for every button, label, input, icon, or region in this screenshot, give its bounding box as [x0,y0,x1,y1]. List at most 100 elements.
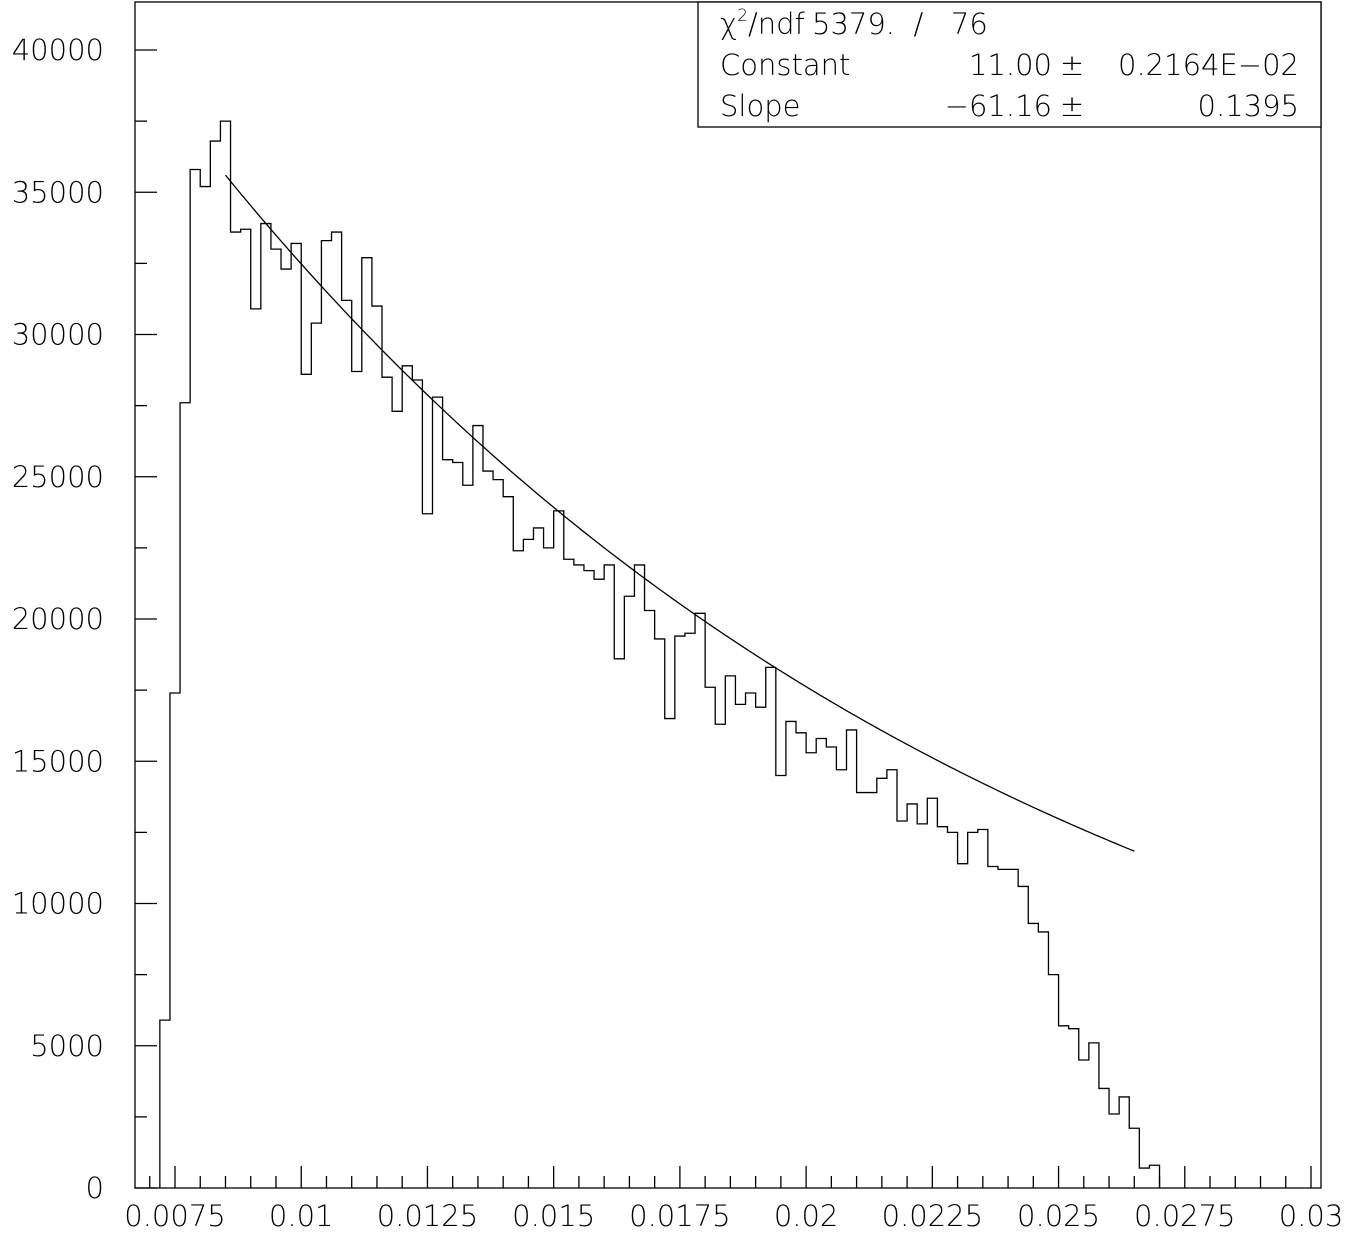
histogram-bin [1149,1165,1159,1188]
histogram-bin [1048,975,1058,1188]
histogram-bin [796,733,806,1188]
stats-constant-label: Constant [720,48,850,82]
histogram-bin [372,306,382,1188]
histogram-bin [251,309,261,1188]
histogram-bin [483,471,493,1188]
histogram-bin [1079,1060,1089,1188]
histogram-bin [190,169,200,1188]
histogram-bin [665,719,675,1188]
y-tick-label: 35000 [12,175,104,209]
histogram-bin [1008,869,1018,1188]
fit-curve [224,174,1135,852]
y-tick-label: 20000 [12,602,104,636]
y-tick-label: 0 [86,1171,104,1205]
y-tick-label: 30000 [12,318,104,352]
histogram-bin [170,693,180,1188]
x-tick-label: 0.0175 [629,1199,730,1233]
histogram-bin [311,323,321,1188]
histogram-bin [180,403,190,1188]
histogram-bin [735,704,745,1188]
histogram-layer [159,120,1161,1188]
histogram-bin [1139,1168,1149,1188]
histogram-bin [544,548,554,1188]
histogram-bin [958,864,968,1188]
histogram-bin [937,827,947,1188]
histogram-bin [1099,1088,1109,1188]
histogram-bin [978,830,988,1188]
x-tick-label: 0.0125 [377,1199,478,1233]
histogram-bin [685,633,695,1188]
stats-slope-error: 0.1395 [1198,89,1299,123]
x-tick-label: 0.0275 [1134,1199,1235,1233]
stats-constant-error: 0.2164E−02 [1118,48,1299,82]
histogram-bin [362,258,372,1188]
x-tick-label: 0.03 [1279,1199,1344,1233]
y-tick-label: 25000 [12,460,104,494]
histogram-bin [200,187,210,1188]
axes-layer: 0 5000 10000 15000 20000 25000 30000 35000 40000… [12,1,1344,1233]
x-tick-label: 0.025 [1017,1199,1100,1233]
histogram-bin [1129,1128,1139,1188]
histogram-bin [332,232,342,1188]
x-tick-label: 0.02 [774,1199,839,1233]
histogram-bin [241,229,251,1188]
histogram-bin [907,804,917,1188]
histogram-bin [887,770,897,1188]
histogram-bin [584,571,594,1188]
y-tick-label: 5000 [30,1029,104,1063]
histogram-bin [826,747,836,1188]
x-tick-label: 0.01 [269,1199,334,1233]
histogram-bin [1089,1043,1099,1188]
x-tick-label: 0.0075 [124,1199,225,1233]
histogram-bin [1059,1026,1069,1188]
histogram-bin [382,377,392,1188]
histogram-bin [210,141,220,1188]
histogram-bin [847,730,857,1188]
histogram-bin [261,224,271,1188]
histogram-bin [1109,1114,1119,1188]
histogram-bin [624,596,634,1188]
histogram-bin [453,463,463,1188]
histogram-bin [877,778,887,1188]
y-tick-label: 15000 [12,744,104,778]
histogram-bin [836,770,846,1188]
histogram-bin [443,460,453,1188]
histogram-bin [634,565,644,1188]
histogram-bin [1028,923,1038,1188]
y-tick-label: 10000 [12,887,104,921]
stats-constant-value: 11.00 [969,48,1052,82]
histogram-bin [564,559,574,1188]
histogram-bin [271,249,281,1188]
histogram-bin [321,241,331,1188]
fit-layer [224,174,1135,852]
histogram-bin [968,832,978,1188]
histogram-bin [422,514,432,1188]
stats-slope-value: −61.16 [945,89,1052,123]
histogram-bin [867,793,877,1188]
y-tick-label: 40000 [12,33,104,67]
histogram-bin [766,667,776,1188]
histogram-bin [604,565,614,1188]
histogram-bin [523,539,533,1188]
histogram-bin [675,636,685,1188]
histogram-bin [402,366,412,1188]
histogram-bin [614,659,624,1188]
histogram-bin [927,798,937,1188]
histogram-bin [220,121,230,1188]
histogram-bin [503,497,513,1188]
histogram-bin [746,693,756,1188]
histogram-bin [816,738,826,1188]
histogram-bin [392,411,402,1188]
histogram-bin [493,480,503,1188]
histogram-bin [301,374,311,1188]
stats-slope-label: Slope [720,89,800,123]
histogram-bin [594,579,604,1188]
stats-chi2-value: 5379. / 76 [812,7,988,41]
stats-box-frame [697,1,1322,128]
histogram-bin [554,511,564,1188]
histogram-bin [998,869,1008,1188]
histogram-bin [412,380,422,1188]
x-tick-label: 0.0225 [882,1199,983,1233]
x-tick-label: 0.015 [512,1199,595,1233]
histogram-bin [786,721,796,1188]
